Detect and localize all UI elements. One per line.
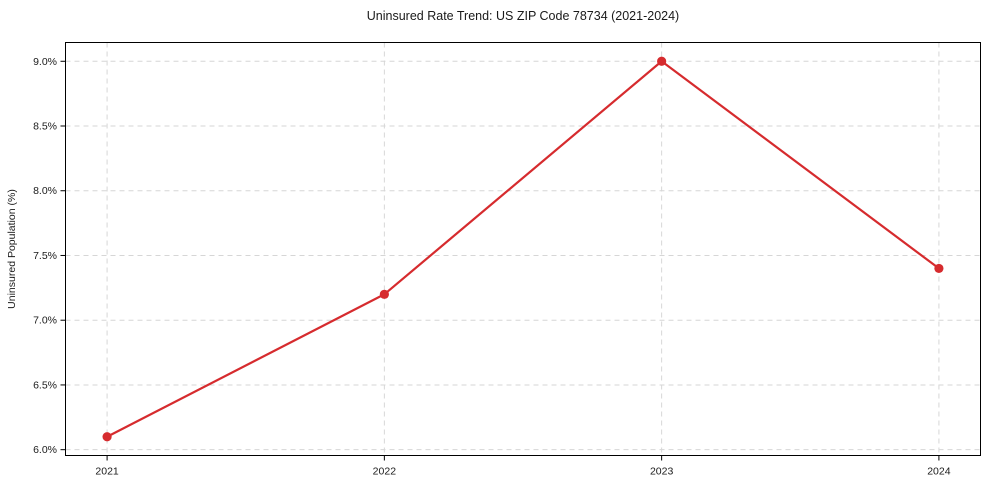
x-tick-label: 2021 (95, 466, 119, 478)
x-tick-label: 2023 (650, 466, 674, 478)
y-tick-label: 8.5% (33, 121, 57, 133)
y-tick-label: 7.0% (33, 315, 57, 327)
data-point-2023 (657, 56, 667, 66)
y-tick-label: 6.0% (33, 444, 57, 456)
y-tick-label: 8.0% (33, 185, 57, 197)
trend-line (105, 60, 941, 438)
y-tick-label: 7.5% (33, 250, 57, 262)
x-tick-label: 2024 (927, 466, 951, 478)
data-point-2022 (379, 289, 389, 299)
axes-box (65, 42, 981, 456)
data-point-2024 (934, 263, 944, 274)
data-point-2021 (102, 432, 112, 442)
y-tick-label: 6.5% (33, 379, 57, 391)
y-tick-label: 9.0% (33, 56, 57, 68)
chart-title: Uninsured Rate Trend: US ZIP Code 78734 … (366, 9, 680, 23)
x-tick-label: 2022 (373, 466, 397, 478)
